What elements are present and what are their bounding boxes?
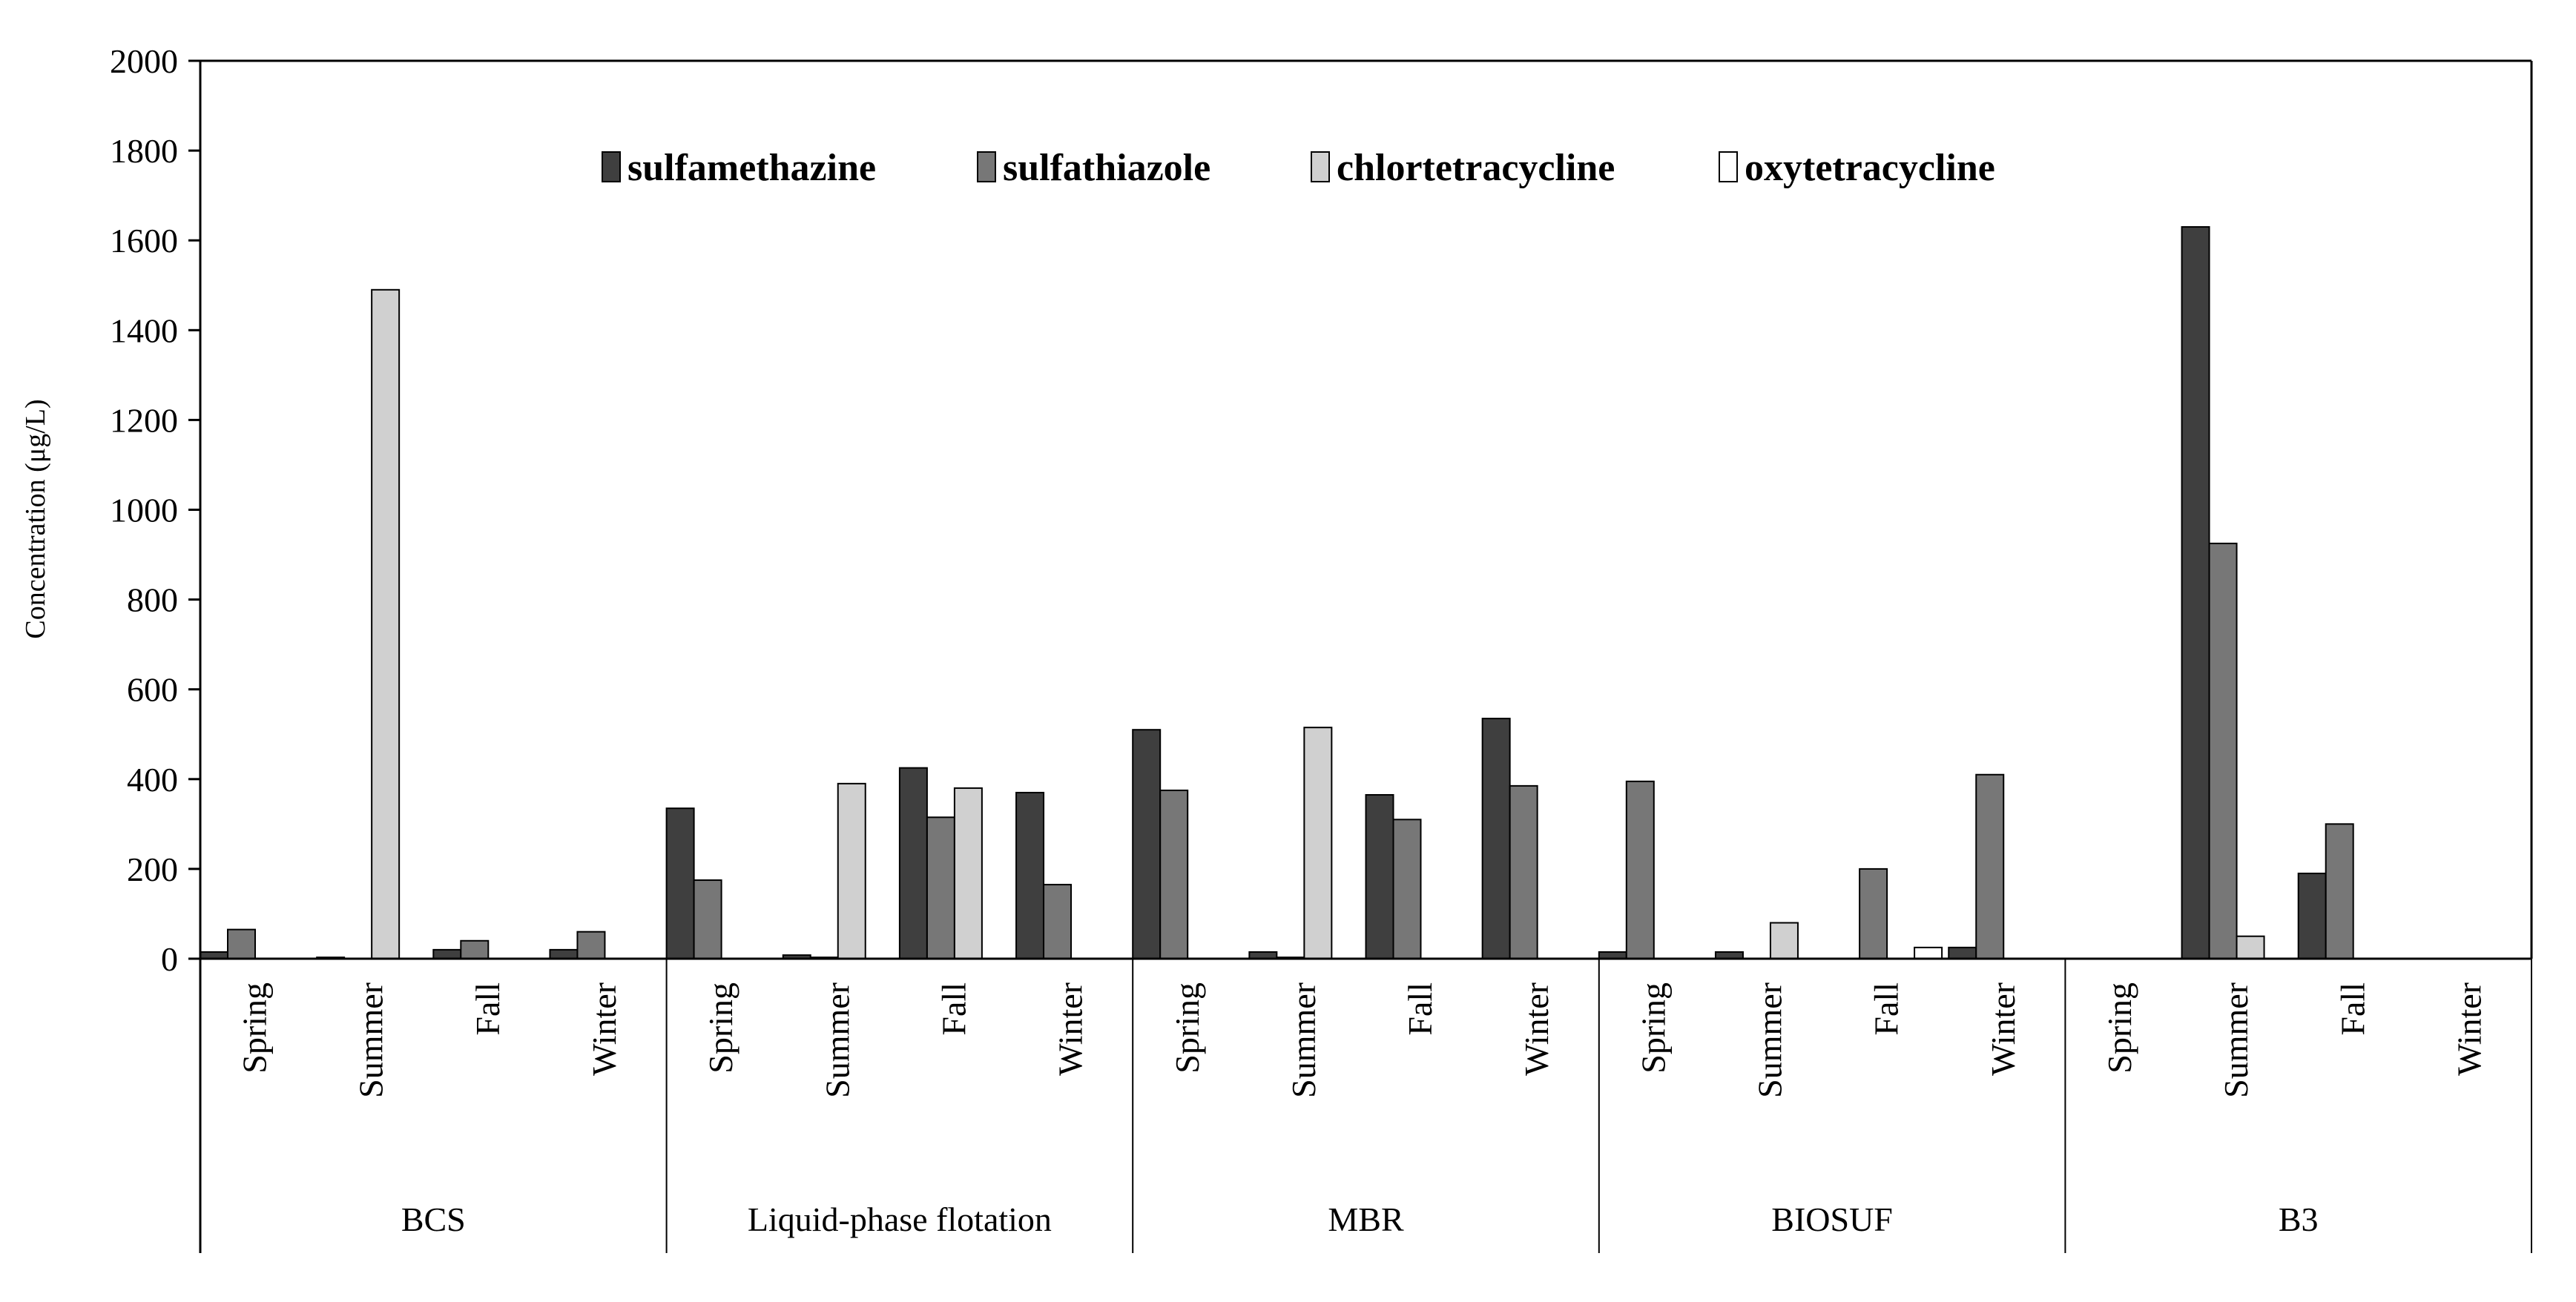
- bar-sulfathiazole: [227, 928, 256, 959]
- y-tick-label: 200: [127, 850, 178, 888]
- legend-label: chlortetracycline: [1337, 147, 1615, 189]
- bar-chlortetracycline: [1769, 922, 1799, 960]
- bar-sulfamethazine: [665, 807, 695, 959]
- y-tick-label: 800: [127, 581, 178, 619]
- legend: sulfamethazine sulfathiazole chlortetracyc…: [602, 147, 1995, 189]
- bar-sulfathiazole: [1859, 868, 1888, 960]
- bar-sulfathiazole: [460, 939, 490, 960]
- x-tick-label-season: Summer: [352, 982, 390, 1098]
- bar-chlortetracycline: [2236, 935, 2265, 959]
- x-tick-label-season: Fall: [1401, 982, 1439, 1036]
- bar-sulfathiazole: [693, 879, 722, 959]
- bar-sulfamethazine: [1365, 793, 1394, 960]
- bar-sulfamethazine: [432, 948, 462, 960]
- x-axis: Spring Summer Fall Winter BCS Spring Summer Fal…: [236, 982, 2488, 1238]
- bar-sulfathiazole: [576, 931, 606, 960]
- x-group-label: B3: [2279, 1200, 2319, 1238]
- x-tick-label-season: Spring: [236, 982, 274, 1074]
- bar-sulfathiazole: [926, 816, 955, 959]
- bar-sulfamethazine: [2297, 872, 2327, 959]
- x-tick-label-season: Summer: [1285, 982, 1322, 1098]
- bar-oxytetracycline: [1914, 946, 1943, 960]
- x-tick-label-season: Fall: [2333, 982, 2371, 1036]
- x-tick-label-season: Winter: [1518, 982, 1555, 1076]
- y-tick-label: 400: [127, 761, 178, 799]
- x-tick-label-season: Winter: [1052, 982, 1090, 1076]
- x-tick-label-season: Fall: [1868, 982, 1905, 1036]
- y-axis-title-text: Concentration (μg/L): [20, 399, 51, 638]
- y-tick-label: 1400: [110, 311, 178, 349]
- bar-sulfathiazole: [1625, 780, 1655, 960]
- bar-sulfathiazole: [1509, 784, 1538, 959]
- x-tick-label-season: Spring: [1168, 982, 1206, 1074]
- x-tick-label-season: Winter: [2450, 982, 2488, 1076]
- x-tick-label-season: Summer: [2217, 982, 2255, 1098]
- y-tick-label: 2000: [110, 42, 178, 80]
- bar-sulfathiazole: [1392, 819, 1422, 960]
- bar-sulfathiazole: [2325, 823, 2354, 959]
- bar-sulfamethazine: [1948, 946, 1977, 960]
- bar-sulfamethazine: [1481, 718, 1511, 959]
- legend-label: sulfathiazole: [1003, 147, 1210, 189]
- x-group-label: BCS: [401, 1200, 466, 1238]
- x-tick-label-season: Summer: [818, 982, 856, 1098]
- y-tick-label: 1200: [110, 401, 178, 439]
- bars: [200, 226, 2354, 960]
- bar-sulfamethazine: [2181, 226, 2210, 960]
- x-tick-label-season: Winter: [1984, 982, 2022, 1076]
- legend-label: oxytetracycline: [1745, 147, 1995, 189]
- y-tick-label: 1600: [110, 222, 178, 260]
- bar-chlortetracycline: [837, 782, 866, 959]
- x-group-label: MBR: [1328, 1200, 1404, 1238]
- bar-sulfathiazole: [2208, 542, 2238, 959]
- bar-sulfathiazole: [1043, 884, 1073, 960]
- x-tick-label-season: Fall: [469, 982, 507, 1036]
- bar-chlortetracycline: [953, 787, 983, 960]
- legend-swatch-chlortetracycline: [1311, 151, 1330, 182]
- x-tick-label-season: Summer: [1751, 982, 1789, 1098]
- x-tick-label-season: Winter: [585, 982, 623, 1076]
- bar-sulfamethazine: [1015, 791, 1045, 959]
- bar-sulfamethazine: [898, 767, 928, 959]
- legend-swatch-sulfamethazine: [602, 151, 621, 182]
- y-tick-label: 0: [161, 940, 178, 978]
- legend-swatch-sulfathiazole: [977, 151, 996, 182]
- y-tick-label: 600: [127, 671, 178, 709]
- bar-chlortetracycline: [371, 288, 401, 959]
- legend-swatch-oxytetracycline: [1719, 151, 1738, 182]
- y-tick-label: 1800: [110, 132, 178, 170]
- x-tick-label-season: Spring: [702, 982, 739, 1074]
- bar-chlortetracycline: [1303, 727, 1333, 959]
- y-axis: 0 200 400 600 800 1000 1200 1400 1600 1800 2000: [110, 42, 200, 978]
- y-axis-title: Concentration (μg/L): [20, 399, 51, 638]
- x-group-label: Liquid-phase flotation: [748, 1200, 1052, 1238]
- x-tick-label-season: Spring: [1634, 982, 1672, 1074]
- y-tick-label: 1000: [110, 492, 178, 529]
- x-tick-label-season: Spring: [2101, 982, 2138, 1074]
- bar-sulfathiazole: [1159, 789, 1189, 959]
- bar-sulfathiazole: [1975, 773, 2005, 959]
- legend-label: sulfamethazine: [627, 147, 876, 189]
- bar-sulfamethazine: [549, 948, 579, 960]
- x-group-label: BIOSUF: [1771, 1200, 1893, 1238]
- x-tick-label-season: Fall: [935, 982, 972, 1036]
- plot-frame: [199, 59, 2533, 1253]
- bar-sulfamethazine: [1132, 729, 1162, 959]
